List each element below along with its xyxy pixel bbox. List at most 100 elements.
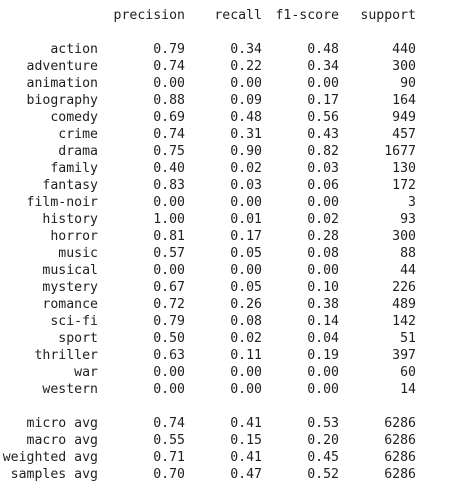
- f1-score-value: 0.03: [307, 161, 339, 176]
- recall-value: 0.00: [230, 382, 262, 397]
- precision-value: 0.40: [153, 161, 185, 176]
- classification-report: precision recall f1-score support action…: [0, 7, 475, 483]
- f1-score-value: 0.14: [307, 314, 339, 329]
- recall-value: 0.47: [230, 467, 262, 482]
- support-value: 457: [392, 127, 416, 142]
- average-rows: micro avg 0.74 0.41 0.53 6286 macro avg 0.55 0.…: [0, 415, 475, 483]
- f1-score-value: 0.00: [307, 382, 339, 397]
- class-row: war 0.00 0.00 0.00 60: [0, 364, 475, 381]
- recall-value: 0.00: [230, 365, 262, 380]
- recall-value: 0.31: [230, 127, 262, 142]
- recall-value: 0.41: [230, 450, 262, 465]
- row-label: fantasy: [42, 178, 98, 193]
- support-value: 93: [400, 212, 416, 227]
- row-label: music: [58, 246, 98, 261]
- support-value: 6286: [384, 467, 416, 482]
- class-row: comedy 0.69 0.48 0.56 949: [0, 109, 475, 126]
- support-value: 440: [392, 42, 416, 57]
- support-value: 6286: [384, 450, 416, 465]
- support-value: 6286: [384, 433, 416, 448]
- row-label: samples avg: [10, 467, 98, 482]
- class-row: sci-fi 0.79 0.08 0.14 142: [0, 313, 475, 330]
- support-value: 88: [400, 246, 416, 261]
- recall-value: 0.03: [230, 178, 262, 193]
- class-row: film-noir 0.00 0.00 0.00 3: [0, 194, 475, 211]
- recall-value: 0.48: [230, 110, 262, 125]
- precision-value: 0.00: [153, 382, 185, 397]
- recall-value: 0.22: [230, 59, 262, 74]
- class-row: musical 0.00 0.00 0.00 44: [0, 262, 475, 279]
- support-value: 44: [400, 263, 416, 278]
- precision-value: 0.81: [153, 229, 185, 244]
- recall-value: 0.01: [230, 212, 262, 227]
- row-label: western: [42, 382, 98, 397]
- average-row: samples avg 0.70 0.47 0.52 6286: [0, 466, 475, 483]
- f1-score-value: 0.00: [307, 263, 339, 278]
- f1-score-value: 0.00: [307, 76, 339, 91]
- class-row: action 0.79 0.34 0.48 440: [0, 41, 475, 58]
- f1-score-value: 0.00: [307, 195, 339, 210]
- precision-value: 0.74: [153, 416, 185, 431]
- recall-value: 0.05: [230, 246, 262, 261]
- precision-value: 0.50: [153, 331, 185, 346]
- class-row: horror 0.81 0.17 0.28 300: [0, 228, 475, 245]
- precision-value: 0.63: [153, 348, 185, 363]
- row-label: musical: [42, 263, 98, 278]
- row-label: mystery: [42, 280, 98, 295]
- row-label: thriller: [34, 348, 98, 363]
- row-label: war: [74, 365, 98, 380]
- support-value: 3: [408, 195, 416, 210]
- row-label: weighted avg: [2, 450, 98, 465]
- class-row: drama 0.75 0.90 0.82 1677: [0, 143, 475, 160]
- row-label: sport: [58, 331, 98, 346]
- precision-value: 0.83: [153, 178, 185, 193]
- class-row: sport 0.50 0.02 0.04 51: [0, 330, 475, 347]
- precision-value: 0.00: [153, 76, 185, 91]
- class-rows: action 0.79 0.34 0.48 440 adventure 0.74 0.22 0.…: [0, 41, 475, 398]
- recall-value: 0.26: [230, 297, 262, 312]
- f1-score-value: 0.00: [307, 365, 339, 380]
- precision-value: 0.74: [153, 59, 185, 74]
- support-value: 172: [392, 178, 416, 193]
- support-value: 300: [392, 59, 416, 74]
- recall-value: 0.90: [230, 144, 262, 159]
- recall-value: 0.00: [230, 76, 262, 91]
- f1-score-value: 0.45: [307, 450, 339, 465]
- recall-value: 0.02: [230, 161, 262, 176]
- precision-value: 0.72: [153, 297, 185, 312]
- header-recall: recall: [214, 8, 262, 23]
- f1-score-value: 0.02: [307, 212, 339, 227]
- precision-value: 0.79: [153, 314, 185, 329]
- class-row: romance 0.72 0.26 0.38 489: [0, 296, 475, 313]
- spacer: [0, 398, 475, 415]
- recall-value: 0.09: [230, 93, 262, 108]
- support-value: 164: [392, 93, 416, 108]
- support-value: 397: [392, 348, 416, 363]
- support-value: 489: [392, 297, 416, 312]
- class-row: animation 0.00 0.00 0.00 90: [0, 75, 475, 92]
- f1-score-value: 0.82: [307, 144, 339, 159]
- support-value: 142: [392, 314, 416, 329]
- support-value: 226: [392, 280, 416, 295]
- precision-value: 0.74: [153, 127, 185, 142]
- recall-value: 0.00: [230, 263, 262, 278]
- precision-value: 0.00: [153, 365, 185, 380]
- header-f1-score: f1-score: [275, 8, 339, 23]
- f1-score-value: 0.04: [307, 331, 339, 346]
- support-value: 51: [400, 331, 416, 346]
- f1-score-value: 0.10: [307, 280, 339, 295]
- class-row: fantasy 0.83 0.03 0.06 172: [0, 177, 475, 194]
- support-value: 60: [400, 365, 416, 380]
- row-label: horror: [50, 229, 98, 244]
- f1-score-value: 0.06: [307, 178, 339, 193]
- support-value: 130: [392, 161, 416, 176]
- precision-value: 0.69: [153, 110, 185, 125]
- f1-score-value: 0.34: [307, 59, 339, 74]
- row-label: micro avg: [26, 416, 98, 431]
- precision-value: 0.00: [153, 195, 185, 210]
- f1-score-value: 0.56: [307, 110, 339, 125]
- header-support: support: [360, 8, 416, 23]
- recall-value: 0.00: [230, 195, 262, 210]
- recall-value: 0.15: [230, 433, 262, 448]
- row-label: history: [42, 212, 98, 227]
